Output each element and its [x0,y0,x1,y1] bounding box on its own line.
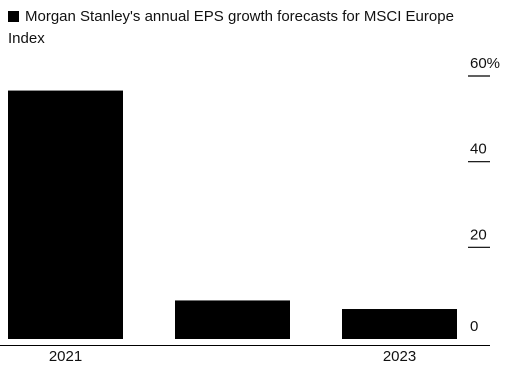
x-tick-label-2023: 2023 [383,348,416,365]
chart-legend: Morgan Stanley's annual EPS growth forec… [8,6,488,50]
legend-swatch [8,11,19,22]
y-tick-label-40: 40 [470,141,487,158]
y-tick-label-60: 60% [470,55,500,72]
y-tick-label-20: 20 [470,226,487,243]
x-tick-label-2021: 2021 [49,348,82,365]
x-axis: 2021 2023 [0,345,490,365]
y-axis: 0 20 40 60% [468,55,500,335]
bar-2021 [8,90,123,339]
bar-2023 [342,309,457,339]
legend-label: Morgan Stanley's annual EPS growth forec… [8,8,454,47]
bar-2022 [175,300,290,339]
y-tick-label-0: 0 [470,318,478,335]
bars-group [8,90,457,339]
